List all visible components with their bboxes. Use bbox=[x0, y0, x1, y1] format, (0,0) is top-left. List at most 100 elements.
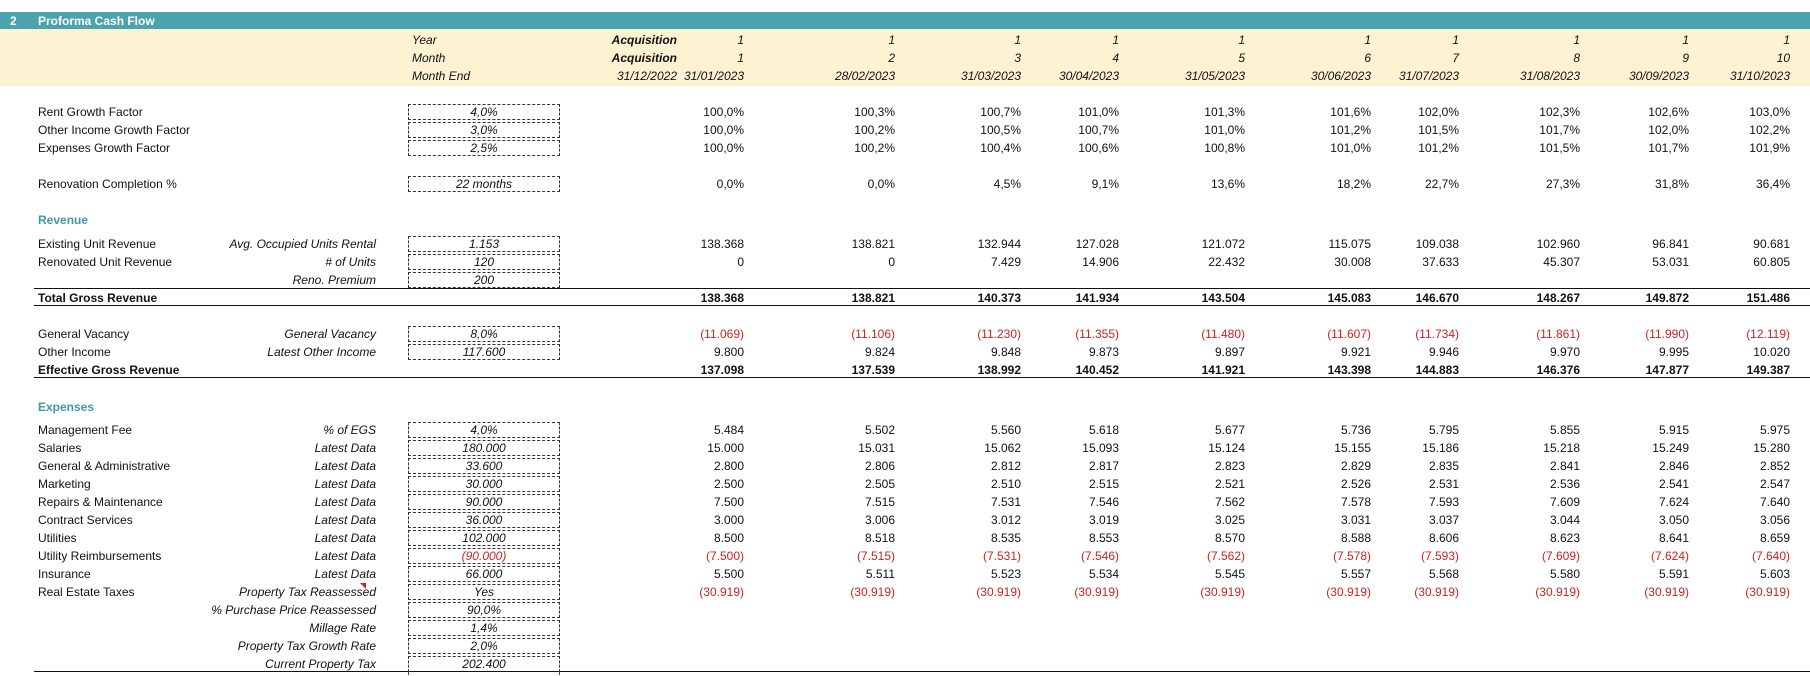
salaries-input-box[interactable] bbox=[408, 440, 560, 456]
insurance-value-4: 5.534 bbox=[1088, 567, 1119, 581]
insurance-input[interactable]: 66.000 bbox=[465, 567, 503, 581]
general-vacancy-input-box[interactable] bbox=[408, 326, 560, 342]
renovation-completion-input-box[interactable] bbox=[408, 176, 560, 192]
repairs-maintenance-input-box[interactable] bbox=[408, 494, 560, 510]
general-vacancy-input[interactable]: 8,0% bbox=[470, 327, 498, 341]
other-income-growth-factor-value-2: 100,2% bbox=[854, 123, 895, 137]
salaries-input[interactable]: 180.000 bbox=[462, 441, 506, 455]
repairs-maintenance-input[interactable]: 90.000 bbox=[465, 495, 503, 509]
rent-growth-factor-value-8: 102,3% bbox=[1539, 105, 1580, 119]
real-estate-taxes-value-7: (30.919) bbox=[1414, 585, 1459, 599]
renovated-unit-revenue-value-4: 14.906 bbox=[1082, 255, 1119, 269]
utility-reimbursements-label: Utility Reimbursements bbox=[38, 549, 162, 563]
real-estate-taxes-sublabel: Property Tax Reassessed bbox=[239, 585, 376, 599]
millage-rate-input[interactable]: 1,4% bbox=[470, 621, 498, 635]
salaries-value-8: 15.218 bbox=[1543, 441, 1580, 455]
renovation-completion-value-9: 31,8% bbox=[1654, 177, 1689, 191]
existing-unit-revenue-input[interactable]: 1.153 bbox=[468, 237, 500, 251]
utility-reimbursements-value-8: (7.609) bbox=[1541, 549, 1580, 563]
current-property-tax-sublabel: Current Property Tax bbox=[265, 657, 376, 671]
existing-unit-revenue-value-4: 127.028 bbox=[1075, 237, 1119, 251]
renovation-completion-value-1: 0,0% bbox=[716, 177, 744, 191]
other-income-input-box[interactable] bbox=[408, 344, 560, 360]
real-estate-taxes-input-box[interactable] bbox=[408, 584, 560, 600]
rent-growth-factor-input-box[interactable] bbox=[408, 104, 560, 120]
rent-growth-factor-value-1: 100,0% bbox=[703, 105, 744, 119]
insurance-input-box[interactable] bbox=[408, 566, 560, 582]
renovation-completion-input[interactable]: 22 months bbox=[455, 177, 513, 191]
year-cell-2: 1 bbox=[888, 33, 895, 47]
renovated-unit-revenue-value-10: 60.805 bbox=[1753, 255, 1790, 269]
current-property-tax-input[interactable]: 202.400 bbox=[462, 657, 506, 671]
utilities-label: Utilities bbox=[38, 531, 77, 545]
repairs-maintenance-value-7: 7.593 bbox=[1428, 495, 1459, 509]
real-estate-taxes-input[interactable]: Yes bbox=[473, 585, 494, 599]
existing-unit-revenue-value-3: 132.944 bbox=[977, 237, 1021, 251]
year-cell-1: 1 bbox=[737, 33, 744, 47]
utility-reimbursements-input[interactable]: (90.000) bbox=[461, 549, 507, 563]
marketing-value-1: 2.500 bbox=[713, 477, 744, 491]
effective-gross-revenue-value-7: 144.883 bbox=[1415, 363, 1459, 377]
comment-marker[interactable] bbox=[360, 583, 366, 589]
general-administrative-label: General & Administrative bbox=[38, 459, 171, 473]
renovated-unit-revenue-input[interactable]: 120 bbox=[473, 255, 495, 269]
general-administrative-input-box[interactable] bbox=[408, 458, 560, 474]
month-end-cell-10: 31/10/2023 bbox=[1729, 69, 1790, 83]
property-tax-growth-rate-input-box[interactable] bbox=[408, 638, 560, 654]
year-cell-8: 1 bbox=[1573, 33, 1580, 47]
expenses-growth-factor-input[interactable]: 2,5% bbox=[470, 141, 498, 155]
pct-purchase-price-reassessed-input-box[interactable] bbox=[408, 602, 560, 618]
utility-reimbursements-value-10: (7.640) bbox=[1751, 549, 1790, 563]
utilities-value-1: 8.500 bbox=[713, 531, 744, 545]
month-end-label: Month End bbox=[412, 69, 471, 83]
utility-reimbursements-input-box[interactable] bbox=[408, 548, 560, 564]
pct-purchase-price-reassessed-input[interactable]: 90,0% bbox=[466, 603, 502, 617]
other-income-growth-factor-value-6: 101,2% bbox=[1330, 123, 1371, 137]
management-fee-sublabel: % of EGS bbox=[323, 423, 376, 437]
other-income-value-7: 9.946 bbox=[1428, 345, 1459, 359]
marketing-value-6: 2.526 bbox=[1340, 477, 1371, 491]
repairs-maintenance-value-10: 7.640 bbox=[1759, 495, 1790, 509]
contract-services-input-box[interactable] bbox=[408, 512, 560, 528]
other-income-sublabel: Latest Other Income bbox=[267, 345, 376, 359]
renovated-unit-revenue-sublabel: # of Units bbox=[325, 255, 376, 269]
management-fee-label: Management Fee bbox=[38, 423, 133, 437]
existing-unit-revenue-input-box[interactable] bbox=[408, 236, 560, 252]
general-administrative-value-2: 2.806 bbox=[864, 459, 895, 473]
millage-rate-input-box[interactable] bbox=[408, 620, 560, 636]
rent-growth-factor-input[interactable]: 4,0% bbox=[470, 105, 498, 119]
other-income-growth-factor-input[interactable]: 3,0% bbox=[470, 123, 498, 137]
general-administrative-input[interactable]: 33.600 bbox=[465, 459, 503, 473]
total-gross-revenue-value-6: 145.083 bbox=[1327, 291, 1371, 305]
management-fee-input[interactable]: 4,0% bbox=[470, 423, 498, 437]
contract-services-value-2: 3.006 bbox=[864, 513, 895, 527]
utilities-input[interactable]: 102.000 bbox=[462, 531, 506, 545]
marketing-sublabel: Latest Data bbox=[314, 477, 376, 491]
utilities-value-6: 8.588 bbox=[1340, 531, 1371, 545]
utility-reimbursements-value-2: (7.515) bbox=[856, 549, 895, 563]
renovated-unit-revenue-input-box[interactable] bbox=[408, 254, 560, 270]
reno-premium-input[interactable]: 200 bbox=[473, 273, 495, 287]
other-income-growth-factor-input-box[interactable] bbox=[408, 122, 560, 138]
repairs-maintenance-value-9: 7.624 bbox=[1658, 495, 1689, 509]
marketing-input-box[interactable] bbox=[408, 476, 560, 492]
utilities-input-box[interactable] bbox=[408, 530, 560, 546]
expenses-growth-factor-input-box[interactable] bbox=[408, 140, 560, 156]
management-fee-input-box[interactable] bbox=[408, 422, 560, 438]
other-income-input[interactable]: 117.600 bbox=[462, 345, 506, 359]
total-gross-revenue-value-1: 138.368 bbox=[700, 291, 744, 305]
effective-gross-revenue-value-1: 137.098 bbox=[700, 363, 744, 377]
reno-premium-input-box[interactable] bbox=[408, 272, 560, 288]
total-gross-revenue-value-3: 140.373 bbox=[977, 291, 1021, 305]
expenses-growth-factor-value-8: 101,5% bbox=[1539, 141, 1580, 155]
marketing-input[interactable]: 30.000 bbox=[465, 477, 503, 491]
general-vacancy-value-8: (11.861) bbox=[1536, 327, 1580, 341]
marketing-value-4: 2.515 bbox=[1088, 477, 1119, 491]
insurance-value-7: 5.568 bbox=[1428, 567, 1459, 581]
property-tax-growth-rate-input[interactable]: 2,0% bbox=[470, 639, 498, 653]
effective-gross-revenue-value-4: 140.452 bbox=[1075, 363, 1119, 377]
expenses-growth-factor-value-3: 100,4% bbox=[980, 141, 1021, 155]
other-income-value-6: 9.921 bbox=[1340, 345, 1371, 359]
contract-services-input[interactable]: 36.000 bbox=[465, 513, 503, 527]
insurance-sublabel: Latest Data bbox=[314, 567, 376, 581]
